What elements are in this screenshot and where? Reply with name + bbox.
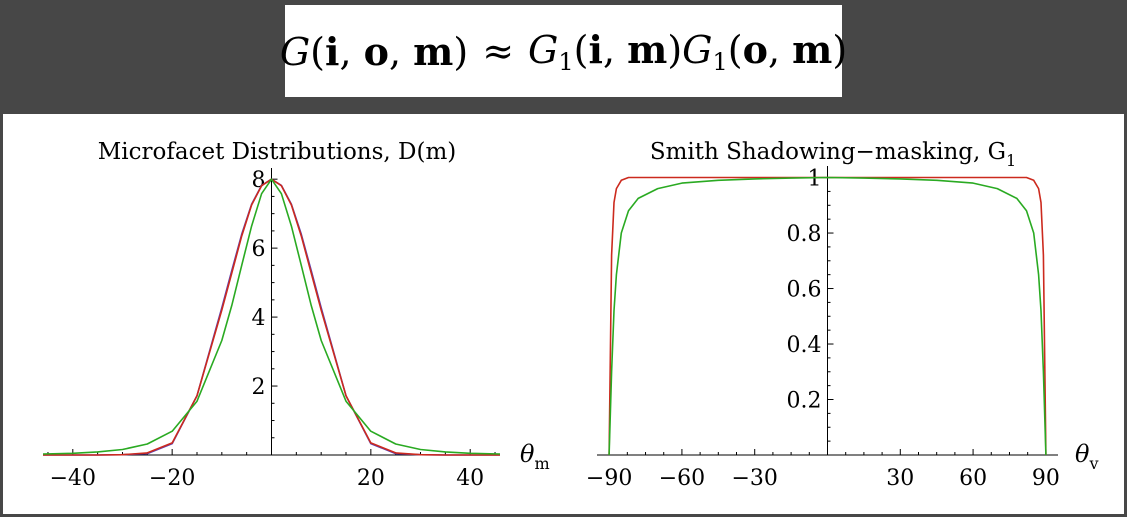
y-tick-label: 4 [252, 306, 266, 331]
x-axis-label: θm [520, 440, 550, 473]
x-tick-label: 90 [1032, 466, 1060, 491]
x-axis-label: θv [1075, 440, 1099, 473]
chart-title: Microfacet Distributions, D(m) [98, 139, 457, 165]
y-tick-label: 8 [252, 168, 266, 193]
formula-banner: G(i, o, m) ≈ G1(i, m)G1(o, m) [280, 5, 847, 97]
x-tick-label: 20 [357, 466, 385, 491]
y-tick-label: 0.6 [787, 278, 822, 303]
x-tick-label: −30 [731, 466, 777, 491]
x-tick-label: −20 [149, 466, 195, 491]
y-tick-label: 0.2 [787, 389, 822, 414]
plot-panel: −40 −20 20 40 2 4 6 8 Microfacet Distributions, … [3, 114, 1124, 514]
x-tick-label: −60 [659, 466, 705, 491]
y-tick-label: 1 [808, 167, 822, 192]
y-tick-label: 0.4 [787, 333, 822, 358]
y-tick-label: 2 [252, 375, 266, 400]
x-tick-label: −90 [586, 466, 632, 491]
x-tick-label: 30 [886, 466, 914, 491]
series-line-3 [42, 178, 501, 455]
y-tick-label: 6 [252, 237, 266, 262]
y-tick-label: 0.8 [787, 222, 822, 247]
x-tick-label: 60 [959, 466, 987, 491]
chart-title: Smith Shadowing−masking, G1 [650, 139, 1016, 170]
chart-1: −40 −20 20 40 2 4 6 8 Microfacet Distributions, … [42, 139, 550, 491]
formula-relation: ≈ [482, 29, 515, 73]
formula-rhs: G1(i, m)G1(o, m) [528, 26, 848, 76]
series-line-2 [608, 176, 1047, 456]
x-tick-label: 40 [456, 466, 484, 491]
charts-svg: −40 −20 20 40 2 4 6 8 Microfacet Distributions, … [42, 139, 1099, 491]
formula-lhs: G(i, o, m) [279, 28, 469, 74]
x-tick-label: −40 [50, 466, 96, 491]
